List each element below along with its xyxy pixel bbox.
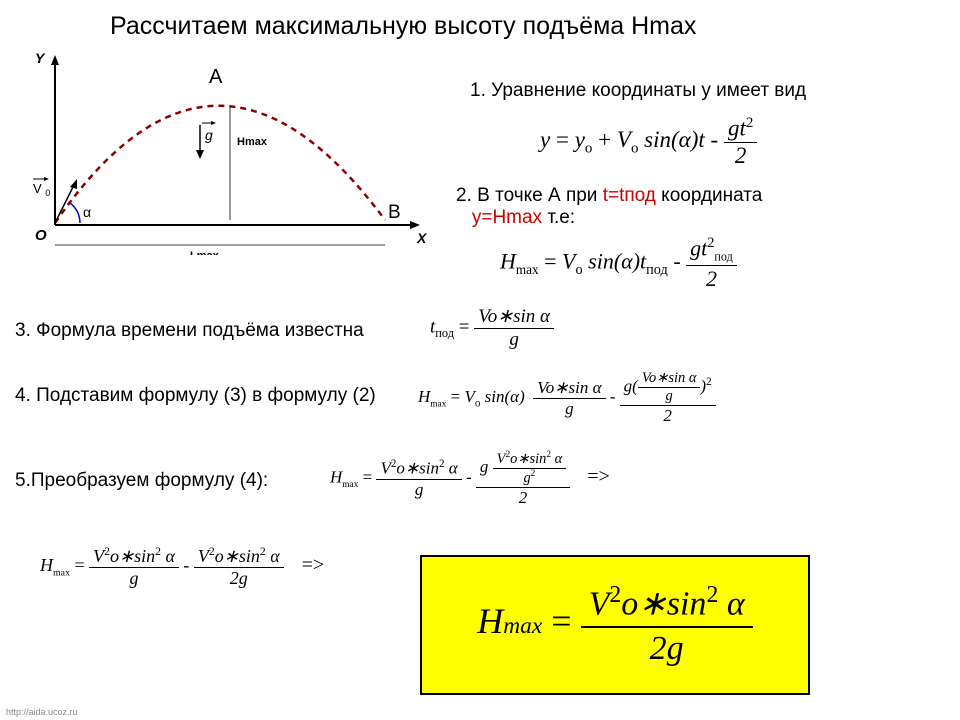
x-axis-label: X: [416, 230, 428, 246]
step-2-text: 2. В точке А при t=tпод координата у=Hma…: [456, 185, 762, 229]
point-a-label: A: [209, 66, 223, 88]
hmax-label: Hmax: [237, 136, 268, 148]
step-5-formula-2: Hmax = V2o∗sin2 α g - V2o∗sin2 α 2g =>: [40, 545, 324, 589]
step-1-text: 1. Уравнение координаты у имеет вид: [470, 80, 806, 102]
step-5-formula-1: Hmax = V2o∗sin2 α g - g V2o∗sin2 α g2 2 …: [330, 450, 610, 508]
lmax-label: Lmax: [190, 250, 220, 255]
y-axis-label: Y: [35, 50, 46, 66]
page-title: Рассчитаем максимальную высоту подъёма H…: [110, 12, 696, 41]
diagram-svg: Y X O V 0 α g A Hmax B Lmax: [5, 45, 435, 255]
trajectory-curve: [55, 106, 385, 223]
final-formula: Hmax = V2o∗sin2 α 2g: [477, 580, 752, 669]
step-4-text: 4. Подставим формулу (3) в формулу (2): [15, 385, 376, 407]
step-3-formula: tпод = Vo∗sin α g: [430, 305, 554, 351]
step-3-text: 3. Формула времени подъёма известна: [15, 320, 364, 342]
v0-label: V 0: [33, 181, 50, 198]
step-5-text: 5.Преобразуем формулу (4):: [15, 470, 268, 492]
step-4-formula: Hmax = Vo sin(α) Vo∗sin α g - g( Vo∗sin …: [418, 370, 716, 426]
origin-label: O: [35, 227, 47, 244]
angle-label: α: [83, 204, 91, 220]
final-formula-box: Hmax = V2o∗sin2 α 2g: [420, 555, 810, 695]
footer-url: http://aida.ucoz.ru: [6, 707, 78, 717]
point-b-label: B: [388, 202, 401, 223]
g-label: g: [205, 127, 213, 143]
step-1-formula: y = yo + Vo sin(α)t - gt2 2: [540, 115, 757, 169]
step-2-formula: Hmax = Vo sin(α)tпод - gt2под 2: [500, 235, 737, 292]
trajectory-diagram: Y X O V 0 α g A Hmax B Lmax: [5, 45, 435, 255]
